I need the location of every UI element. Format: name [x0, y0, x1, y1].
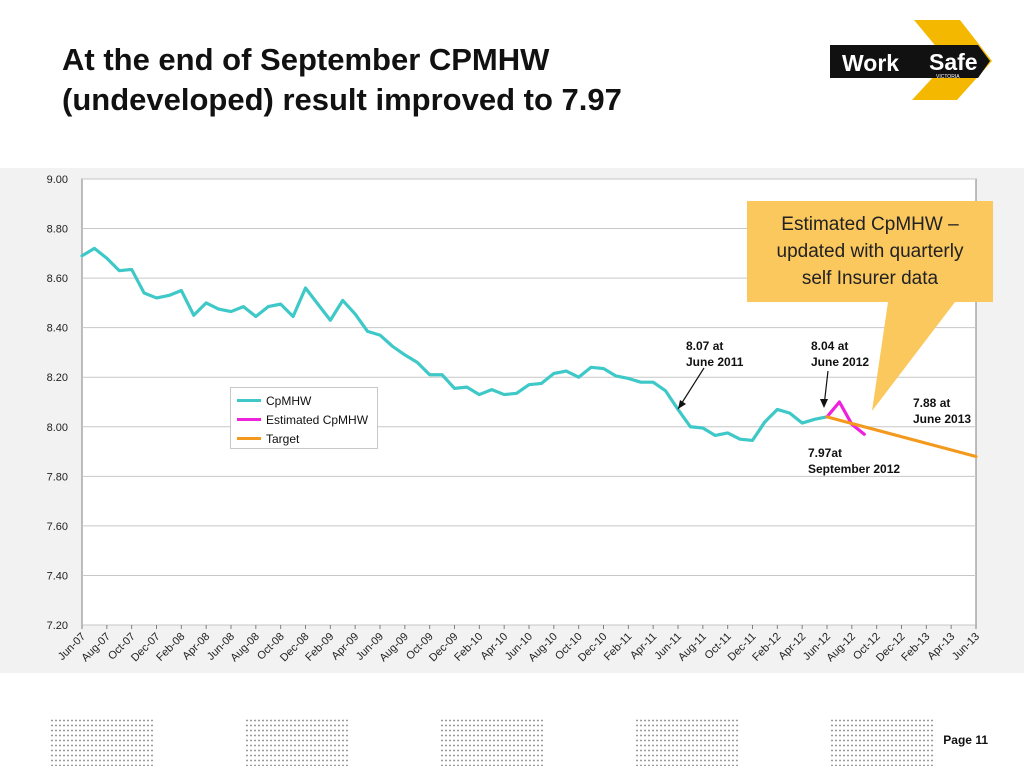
x-tick-label: Feb-13	[899, 631, 932, 664]
title-line-1: At the end of September CPMHW	[62, 42, 550, 77]
y-tick-label: 7.40	[47, 570, 68, 582]
callout-pointer	[872, 302, 955, 411]
x-tick-label: Feb-10	[452, 631, 485, 664]
y-tick-label: 7.80	[47, 471, 68, 483]
annotation-arrowhead	[678, 400, 686, 409]
footer-dot-pattern	[440, 718, 544, 766]
y-tick-label: 7.20	[47, 620, 68, 632]
logo-word2: Safe	[929, 49, 978, 75]
estimated-callout: Estimated CpMHW – updated with quarterly…	[747, 201, 993, 302]
annotation-arrowhead	[820, 399, 828, 408]
y-tick-label: 7.60	[47, 521, 68, 533]
y-tick-label: 8.00	[47, 422, 68, 434]
series-cpmhw-line	[80, 246, 829, 443]
legend-item-estimated: Estimated CpMHW	[237, 410, 377, 429]
annotation-june-2011: 8.07 at June 2011	[686, 339, 744, 369]
annotation-september-2012: 7.97at September 2012	[808, 446, 901, 476]
footer-dot-pattern	[635, 718, 739, 766]
worksafe-logo: Work Safe VICTORIA	[830, 20, 992, 100]
x-tick-label: Feb-11	[602, 631, 635, 664]
series-target-line	[825, 415, 978, 459]
y-tick-label: 8.20	[47, 372, 68, 384]
legend-swatch-estimated	[237, 418, 261, 421]
y-tick-label: 9.00	[47, 174, 68, 186]
x-tick-label: Feb-12	[750, 631, 783, 664]
annotation-june-2012: 8.04 at June 2012	[811, 339, 870, 369]
legend-label-cpmhw: CpMHW	[266, 393, 312, 408]
page-title: At the end of September CPMHW (undevelop…	[62, 40, 782, 120]
series-estimated-line	[825, 400, 866, 436]
legend-swatch-cpmhw	[237, 399, 261, 402]
x-tick-label: Aug-11	[676, 631, 709, 664]
callout-text: Estimated CpMHW – updated with quarterly…	[776, 214, 964, 289]
legend-label-target: Target	[266, 431, 300, 446]
legend-item-cpmhw: CpMHW	[237, 391, 377, 410]
x-tick-label: Feb-09	[303, 631, 336, 664]
y-tick-label: 8.80	[47, 224, 68, 236]
page-number: Page 11	[943, 733, 988, 747]
legend-label-estimated: Estimated CpMHW	[266, 412, 369, 427]
title-line-2: (undeveloped) result improved to 7.97	[62, 82, 622, 117]
footer-dot-pattern	[245, 718, 349, 766]
legend-item-target: Target	[237, 429, 377, 448]
x-tick-label: Feb-08	[154, 631, 187, 664]
legend-swatch-target	[237, 437, 261, 440]
x-tick-label: Jun-13	[950, 631, 982, 663]
annotation-june-2013: 7.88 at June 2013	[913, 396, 972, 426]
footer-dot-pattern	[50, 718, 154, 766]
logo-sub: VICTORIA	[936, 74, 960, 80]
logo-word1: Work	[842, 50, 899, 76]
footer-dot-pattern	[830, 718, 934, 766]
y-tick-label: 8.60	[47, 273, 68, 285]
y-tick-label: 8.40	[47, 323, 68, 335]
chart-legend: CpMHW Estimated CpMHW Target	[230, 387, 378, 449]
